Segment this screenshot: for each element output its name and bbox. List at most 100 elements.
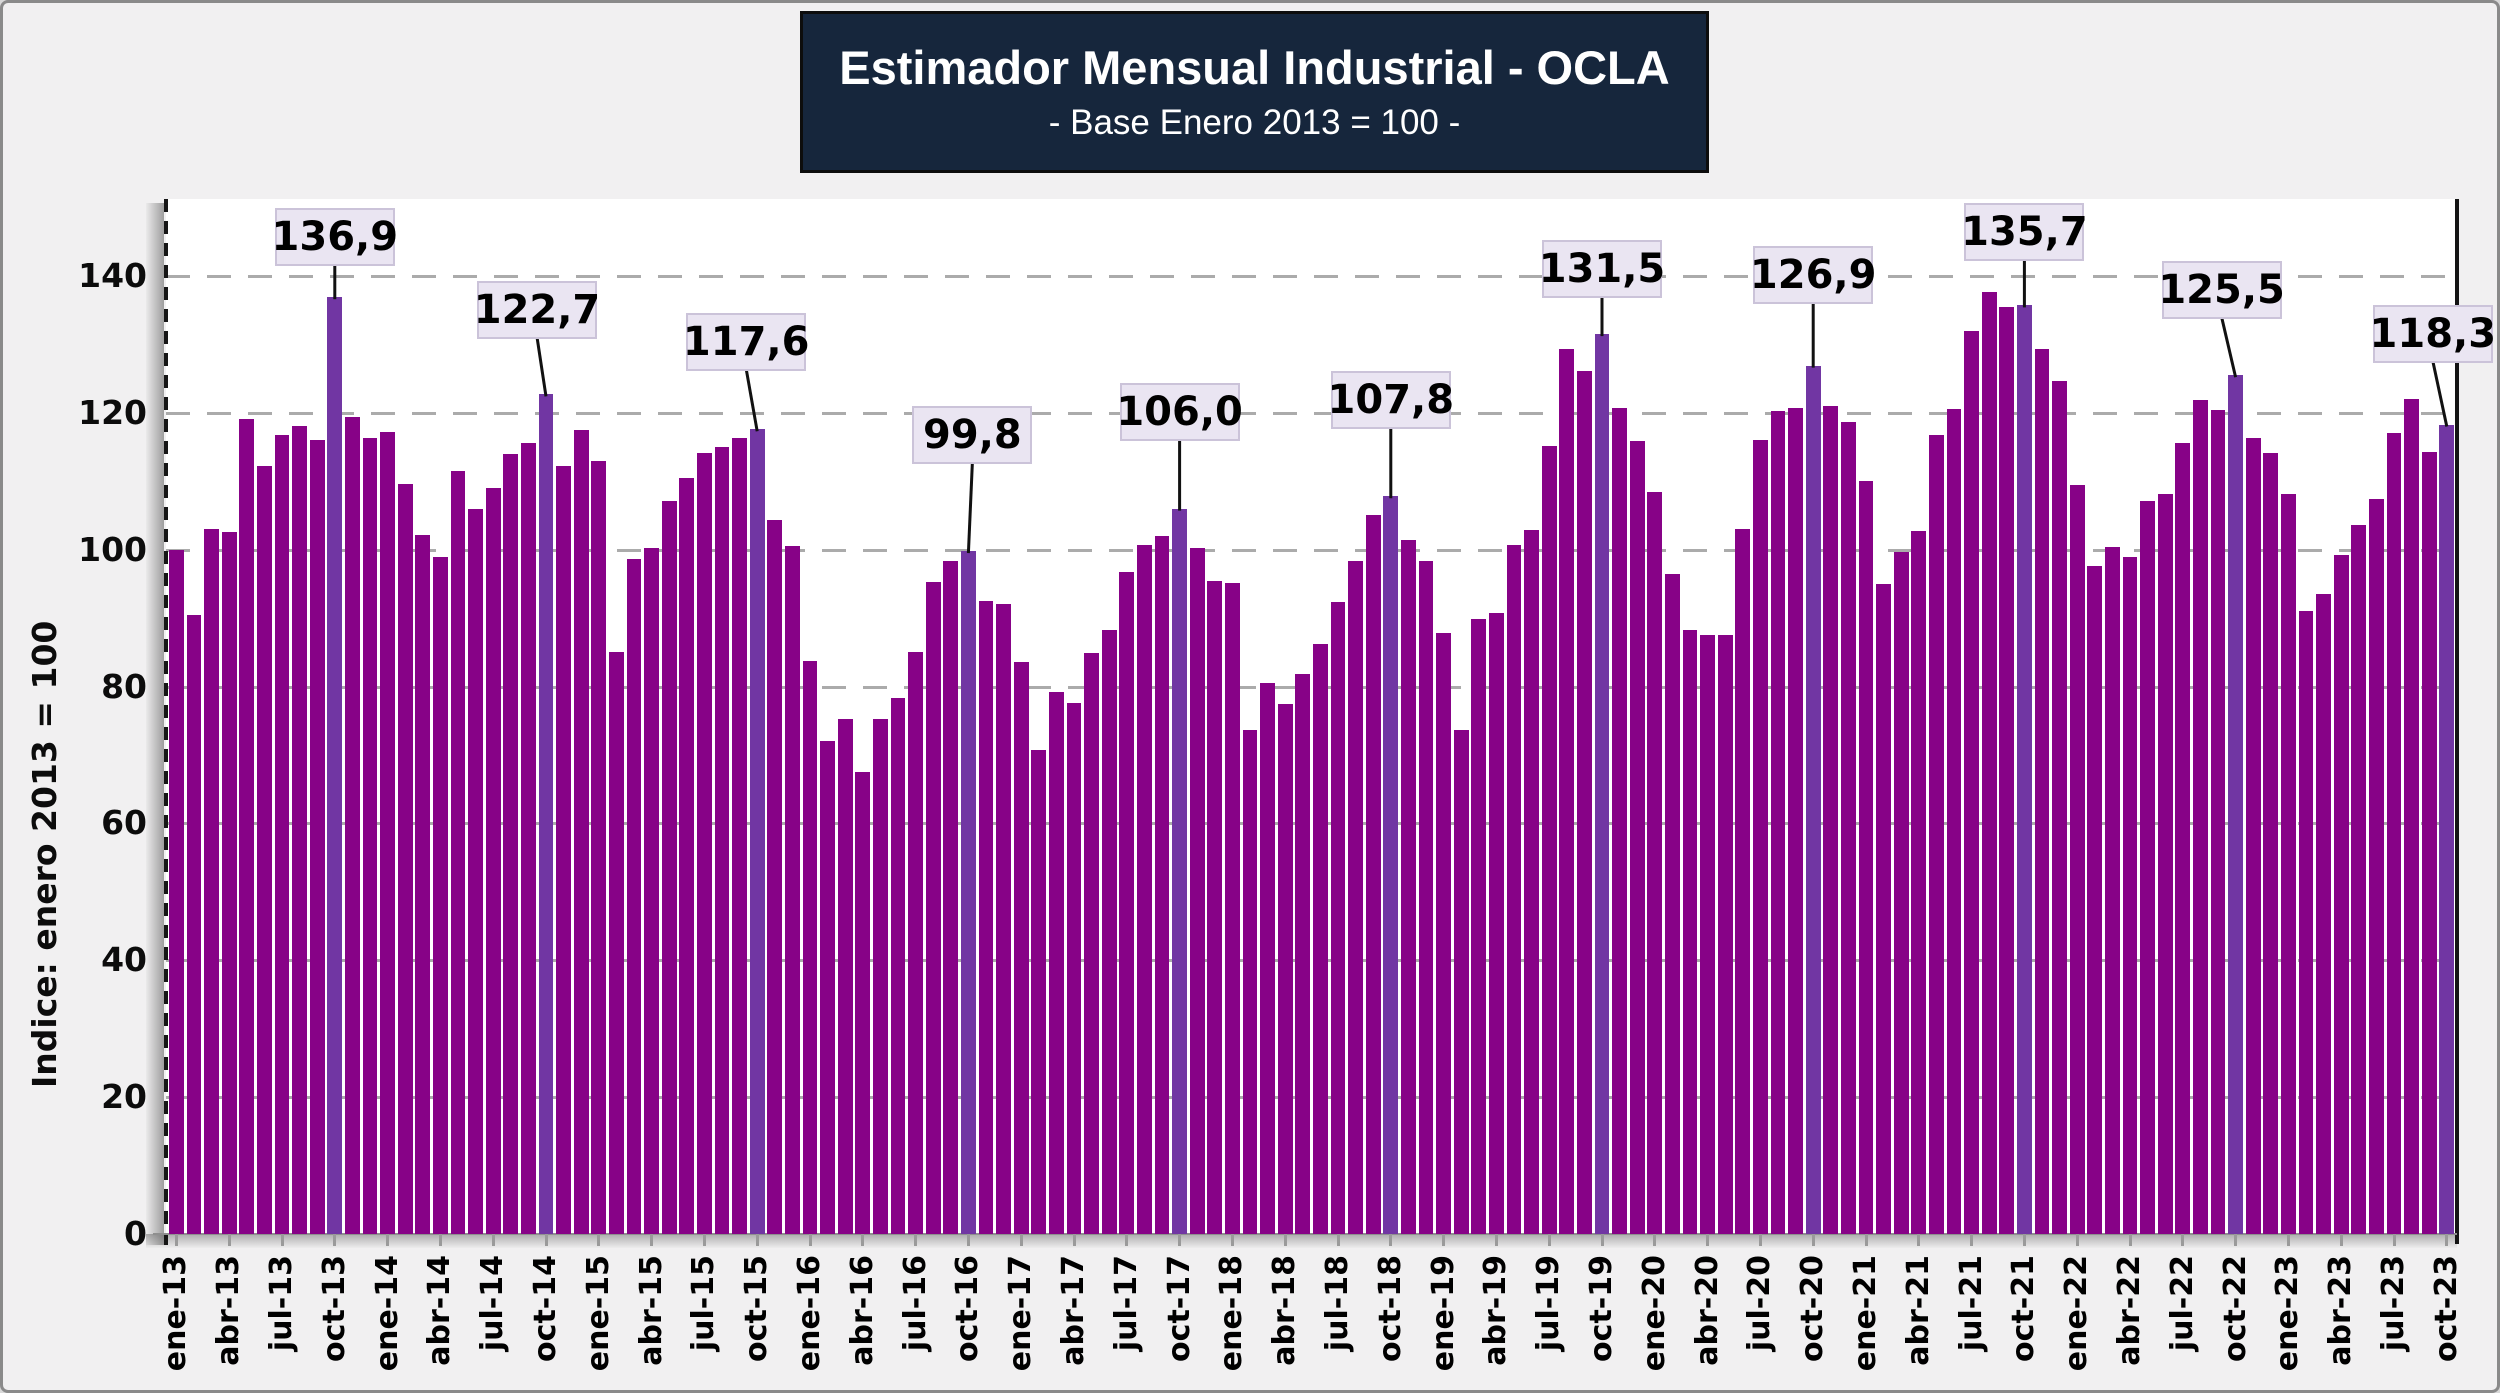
x-tick-mark (966, 1234, 970, 1246)
bar (2087, 566, 2103, 1234)
x-tick-mark (386, 1234, 390, 1246)
data-label-callout: 131,5 (1539, 240, 1665, 298)
bar (2122, 557, 2138, 1234)
bar (1066, 703, 1082, 1234)
y-tick-label: 60 (101, 803, 147, 843)
bar (767, 520, 783, 1234)
bar (1770, 410, 1786, 1234)
bar (1981, 291, 1997, 1234)
x-tick-mark (2392, 1234, 2396, 1246)
x-tick-mark (650, 1234, 654, 1246)
bar (1929, 434, 1944, 1234)
bar (978, 601, 994, 1234)
bar (855, 772, 871, 1234)
x-tick-mark (2181, 1234, 2185, 1246)
bar (1629, 440, 1645, 1234)
bar (2298, 610, 2314, 1234)
plot-shadow-bottom (146, 1234, 2457, 1248)
bar (908, 651, 923, 1234)
gridline (166, 685, 2457, 689)
x-tick-mark (2022, 1234, 2026, 1246)
bar (1330, 601, 1346, 1234)
bar (1964, 331, 1979, 1234)
bar (380, 432, 395, 1234)
x-tick-mark (227, 1234, 231, 1246)
bar (609, 652, 624, 1234)
x-tick-mark (438, 1234, 442, 1246)
bar (1717, 634, 1733, 1234)
y-tick-label: 40 (101, 940, 147, 980)
bar (1506, 544, 1522, 1234)
bar (204, 528, 219, 1234)
x-tick-mark (1019, 1234, 1023, 1246)
bar (1911, 531, 1927, 1234)
bar (2140, 501, 2155, 1234)
bar (1735, 529, 1751, 1234)
data-label-callout: 135,7 (1961, 203, 2088, 261)
bar (1541, 445, 1557, 1234)
x-tick-mark (1864, 1234, 1868, 1246)
bar (1137, 544, 1152, 1234)
x-tick-mark (1442, 1234, 1446, 1246)
x-tick-mark (1178, 1234, 1182, 1246)
bar (1823, 406, 1839, 1234)
bar (1418, 560, 1434, 1234)
y-tick-label: 100 (78, 529, 147, 569)
bar (943, 561, 959, 1234)
chart-subtitle: - Base Enero 2013 = 100 - (1048, 103, 1461, 142)
x-tick-mark (1758, 1234, 1762, 1246)
bar (2245, 437, 2261, 1234)
bar (890, 698, 906, 1234)
bar (1436, 633, 1451, 1234)
x-tick-mark (861, 1234, 865, 1246)
bar (837, 719, 853, 1234)
bar (239, 419, 255, 1234)
bar (996, 603, 1011, 1234)
bar (1453, 729, 1469, 1234)
gridline (166, 959, 2457, 963)
callout-connector-lines (333, 259, 2449, 554)
x-tick-mark (174, 1234, 178, 1246)
bar (274, 434, 290, 1234)
x-tick-mark (2445, 1234, 2449, 1246)
bar (1999, 306, 2015, 1234)
bar-october-highlight (1383, 496, 1399, 1234)
bar-october-highlight (1172, 508, 1187, 1234)
x-tick-mark (755, 1234, 759, 1246)
x-tick-mark (2286, 1234, 2290, 1246)
y-axis-line (164, 199, 168, 1245)
bar (1242, 729, 1258, 1234)
x-tick-mark (2128, 1234, 2132, 1246)
x-tick-mark (1125, 1234, 1129, 1246)
plot-right-border (2455, 199, 2459, 1244)
bar (2105, 547, 2120, 1234)
bar (1524, 529, 1539, 1234)
bar (2175, 442, 2191, 1234)
bar (1365, 514, 1381, 1234)
bar (1841, 421, 1856, 1234)
bar (1788, 408, 1803, 1234)
x-tick-mark (544, 1234, 548, 1246)
gridline (166, 411, 2457, 415)
x-tick-mark (491, 1234, 495, 1246)
bar (820, 741, 835, 1234)
bar (1682, 629, 1698, 1234)
data-label-callout: 122,7 (474, 281, 600, 339)
bar (2069, 485, 2085, 1234)
bar (1559, 349, 1575, 1234)
bar-october-highlight (749, 429, 765, 1234)
x-tick-mark (1389, 1234, 1393, 1246)
x-tick-mark (1494, 1234, 1498, 1246)
bar (1401, 540, 1416, 1234)
bar (186, 615, 202, 1234)
bar (2386, 432, 2402, 1234)
gridline (166, 1096, 2457, 1100)
bar (1031, 749, 1047, 1234)
bar (1189, 547, 1205, 1234)
x-tick-mark (1653, 1234, 1657, 1246)
x-tick-mark (1970, 1234, 1974, 1246)
gridline (166, 822, 2457, 826)
bar (1348, 560, 1363, 1234)
bar (1013, 661, 1029, 1234)
